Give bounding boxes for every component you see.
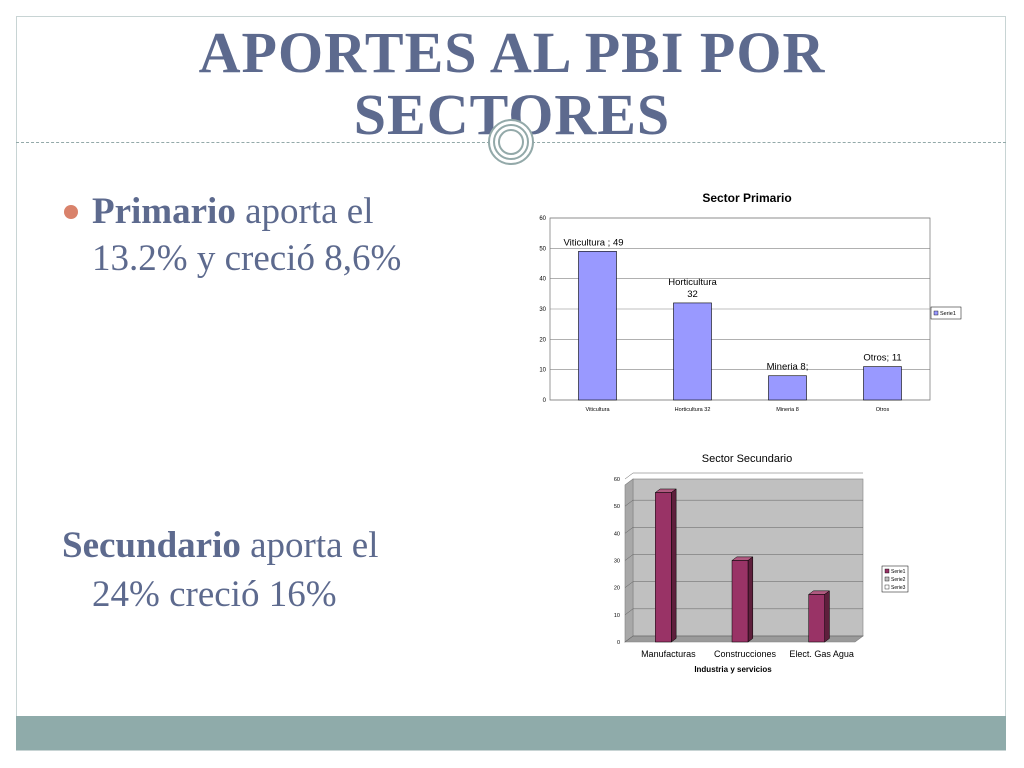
legend-swatch: [884, 576, 890, 582]
chart-sector-primario: Sector Primario 0 10 20 30 40 50 60 Viticultura V…: [539, 191, 962, 413]
bar: [655, 492, 672, 643]
bar: [808, 594, 825, 643]
legend-label: Serie1: [891, 569, 906, 575]
bar-side: [824, 590, 830, 643]
secundario-text: aporta el: [240, 525, 379, 566]
chart-sector-secundario: Sector Secundario 0 10 20 30 40 50 60 Manufactur…: [614, 453, 909, 674]
primario-label: Primario: [92, 191, 236, 232]
x-tick-label: Viticultura: [585, 407, 610, 413]
y-tick-label: 10: [539, 368, 546, 374]
bar: [863, 366, 902, 401]
legend-box: [930, 306, 962, 320]
y-tick-label: 60: [614, 477, 620, 483]
data-label: Horticultura: [668, 277, 717, 288]
legend-label: Serie3: [891, 585, 906, 591]
legend-label: Serie2: [891, 577, 906, 583]
gridline-side: [624, 499, 634, 507]
y-tick-label: 40: [614, 531, 620, 537]
x-tick-label: Otros: [876, 407, 890, 413]
legend-label: Serie1: [940, 311, 956, 317]
data-label: Viticultura ; 49: [563, 237, 623, 248]
y-tick-label: 50: [614, 504, 620, 510]
chart-title: Sector Secundario: [702, 453, 793, 465]
data-label: 32: [687, 289, 698, 300]
primario-text: aporta el: [235, 191, 374, 232]
bar: [673, 302, 712, 401]
gridline-side: [624, 472, 634, 480]
bullet-primario-line1: Primario aporta el: [92, 190, 373, 234]
y-tick-label: 30: [539, 307, 546, 313]
gridline-side: [624, 608, 634, 616]
bar: [731, 560, 749, 643]
x-tick-label: Construcciones: [714, 649, 777, 659]
data-label: Otros; 11: [863, 353, 901, 364]
legend-swatch: [884, 568, 890, 574]
y-tick-label: 60: [539, 216, 546, 222]
x-tick-label: Manufacturas: [641, 649, 696, 659]
title-line-1: APORTES AL PBI POR: [198, 20, 826, 85]
chart-title: Sector Primario: [702, 191, 791, 205]
y-tick-label: 20: [614, 586, 620, 592]
ring-decoration-icon: [488, 119, 534, 165]
gridline-side: [624, 635, 634, 643]
secundario-line2: 24% creció 16%: [92, 574, 337, 615]
y-tick-label: 20: [539, 337, 546, 343]
x-tick-label: Elect. Gas Agua: [789, 649, 854, 659]
bar: [768, 375, 807, 401]
x-tick-label: Mineria 8: [776, 407, 799, 413]
bar: [578, 251, 617, 401]
secundario-label: Secundario: [62, 525, 241, 566]
bullet-primario-line2: 13.2% y creció 8,6%: [92, 238, 402, 279]
x-tick-label: Horticultura 32: [675, 407, 711, 413]
legend-swatch: [933, 310, 939, 316]
y-tick-label: 0: [617, 640, 620, 646]
bullet-icon: [64, 205, 78, 219]
x-axis-title: Industria y servicios: [694, 665, 772, 674]
secundario-line1: Secundario aporta el: [62, 524, 379, 568]
bar-side: [747, 556, 754, 643]
gridline-side: [624, 554, 634, 561]
y-tick-label: 0: [543, 398, 547, 404]
gridline-side: [624, 581, 634, 588]
y-tick-label: 10: [614, 613, 620, 619]
gridline-side: [624, 527, 634, 534]
slide-frame: [16, 16, 1006, 751]
y-tick-label: 50: [539, 246, 546, 252]
y-tick-label: 30: [614, 559, 620, 565]
legend-swatch: [884, 584, 890, 590]
footer-bar: [16, 716, 1006, 750]
data-label: Mineria 8;: [767, 362, 809, 373]
bar-side: [671, 488, 677, 643]
y-tick-label: 40: [539, 277, 546, 283]
